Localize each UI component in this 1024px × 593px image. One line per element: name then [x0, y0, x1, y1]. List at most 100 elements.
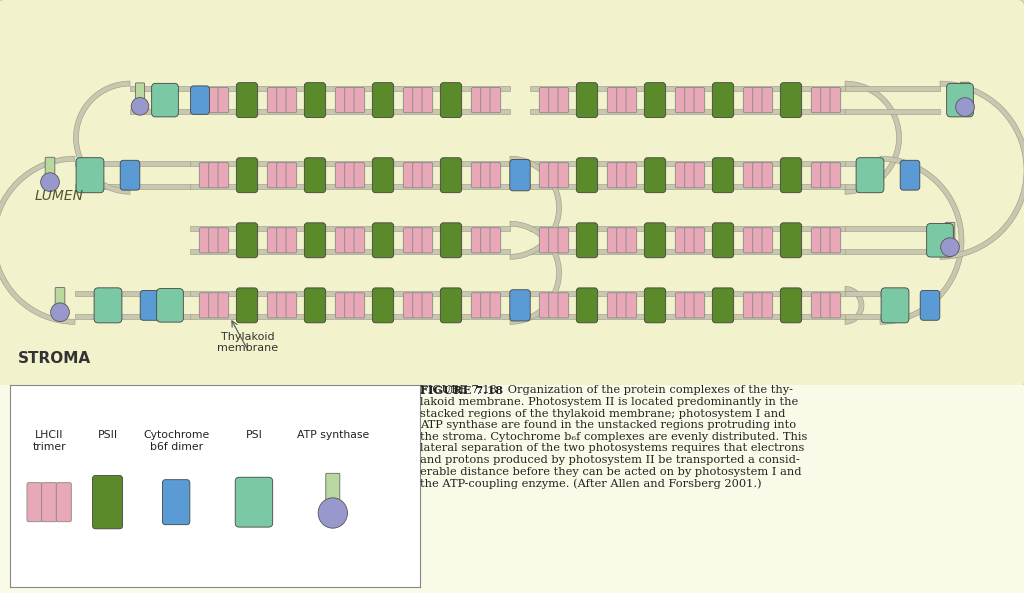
FancyBboxPatch shape [490, 293, 501, 318]
FancyBboxPatch shape [820, 88, 831, 113]
FancyBboxPatch shape [276, 162, 288, 188]
Bar [190, 184, 510, 189]
FancyBboxPatch shape [540, 162, 550, 188]
FancyBboxPatch shape [644, 223, 666, 258]
FancyBboxPatch shape [762, 88, 773, 113]
Text: PSII: PSII [97, 430, 118, 440]
FancyBboxPatch shape [354, 228, 365, 253]
FancyBboxPatch shape [413, 228, 423, 253]
Bar [75, 314, 190, 320]
FancyBboxPatch shape [413, 88, 423, 113]
FancyBboxPatch shape [675, 88, 686, 113]
FancyBboxPatch shape [762, 293, 773, 318]
FancyBboxPatch shape [881, 288, 909, 323]
Ellipse shape [131, 97, 148, 115]
Text: FIGURE 7.18: FIGURE 7.18 [420, 385, 503, 397]
FancyBboxPatch shape [558, 228, 568, 253]
FancyBboxPatch shape [403, 162, 414, 188]
FancyBboxPatch shape [422, 228, 433, 253]
FancyBboxPatch shape [55, 288, 65, 305]
FancyBboxPatch shape [694, 162, 705, 188]
FancyBboxPatch shape [549, 228, 559, 253]
FancyBboxPatch shape [440, 158, 462, 193]
FancyBboxPatch shape [549, 162, 559, 188]
FancyBboxPatch shape [354, 162, 365, 188]
FancyBboxPatch shape [200, 162, 210, 188]
FancyBboxPatch shape [403, 293, 414, 318]
Wedge shape [845, 286, 864, 324]
FancyBboxPatch shape [820, 162, 831, 188]
FancyBboxPatch shape [685, 88, 695, 113]
FancyBboxPatch shape [140, 291, 160, 320]
FancyBboxPatch shape [480, 162, 492, 188]
Bar [190, 291, 510, 296]
FancyBboxPatch shape [820, 228, 831, 253]
FancyBboxPatch shape [276, 88, 288, 113]
FancyBboxPatch shape [762, 228, 773, 253]
Ellipse shape [318, 498, 347, 528]
FancyBboxPatch shape [92, 476, 123, 529]
Bar [530, 249, 845, 254]
FancyBboxPatch shape [694, 293, 705, 318]
FancyBboxPatch shape [644, 82, 666, 117]
FancyBboxPatch shape [713, 223, 733, 258]
FancyBboxPatch shape [675, 228, 686, 253]
FancyBboxPatch shape [335, 228, 346, 253]
Bar [190, 227, 510, 231]
FancyBboxPatch shape [616, 228, 628, 253]
Wedge shape [510, 156, 561, 259]
FancyBboxPatch shape [373, 288, 393, 323]
FancyBboxPatch shape [76, 158, 103, 193]
FancyBboxPatch shape [209, 162, 219, 188]
FancyBboxPatch shape [200, 88, 210, 113]
FancyBboxPatch shape [921, 291, 940, 320]
FancyBboxPatch shape [753, 162, 763, 188]
FancyBboxPatch shape [413, 293, 423, 318]
FancyBboxPatch shape [94, 288, 122, 323]
Bar [530, 161, 845, 166]
FancyBboxPatch shape [304, 82, 326, 117]
FancyBboxPatch shape [480, 228, 492, 253]
FancyBboxPatch shape [218, 88, 228, 113]
FancyBboxPatch shape [558, 88, 568, 113]
FancyBboxPatch shape [830, 293, 841, 318]
FancyBboxPatch shape [616, 293, 628, 318]
Ellipse shape [41, 173, 59, 192]
FancyBboxPatch shape [558, 162, 568, 188]
FancyBboxPatch shape [780, 288, 802, 323]
FancyBboxPatch shape [811, 293, 822, 318]
FancyBboxPatch shape [616, 88, 628, 113]
FancyBboxPatch shape [304, 158, 326, 193]
FancyBboxPatch shape [713, 82, 733, 117]
FancyBboxPatch shape [236, 477, 272, 527]
FancyBboxPatch shape [440, 223, 462, 258]
Text: FIGURE 7.18   Organization of the protein complexes of the thy-
lakoid membrane.: FIGURE 7.18 Organization of the protein … [420, 385, 807, 489]
FancyBboxPatch shape [490, 162, 501, 188]
Text: Cytochrome
b6f dimer: Cytochrome b6f dimer [143, 430, 209, 452]
FancyBboxPatch shape [345, 162, 355, 188]
Text: LHCII
trimer: LHCII trimer [33, 430, 66, 452]
Bar [75, 184, 190, 189]
FancyBboxPatch shape [577, 158, 598, 193]
FancyBboxPatch shape [403, 228, 414, 253]
Bar [190, 249, 510, 254]
FancyBboxPatch shape [209, 88, 219, 113]
FancyBboxPatch shape [607, 293, 617, 318]
FancyBboxPatch shape [335, 162, 346, 188]
FancyBboxPatch shape [961, 82, 970, 100]
Bar [530, 291, 845, 296]
FancyBboxPatch shape [675, 293, 686, 318]
Wedge shape [74, 81, 130, 195]
FancyBboxPatch shape [152, 84, 178, 117]
FancyBboxPatch shape [267, 162, 278, 188]
FancyBboxPatch shape [945, 222, 954, 240]
FancyBboxPatch shape [685, 293, 695, 318]
Bar [130, 109, 190, 114]
FancyBboxPatch shape [694, 228, 705, 253]
FancyBboxPatch shape [780, 82, 802, 117]
FancyBboxPatch shape [549, 293, 559, 318]
FancyBboxPatch shape [267, 228, 278, 253]
FancyBboxPatch shape [345, 88, 355, 113]
FancyBboxPatch shape [237, 82, 258, 117]
Bar [75, 161, 190, 166]
